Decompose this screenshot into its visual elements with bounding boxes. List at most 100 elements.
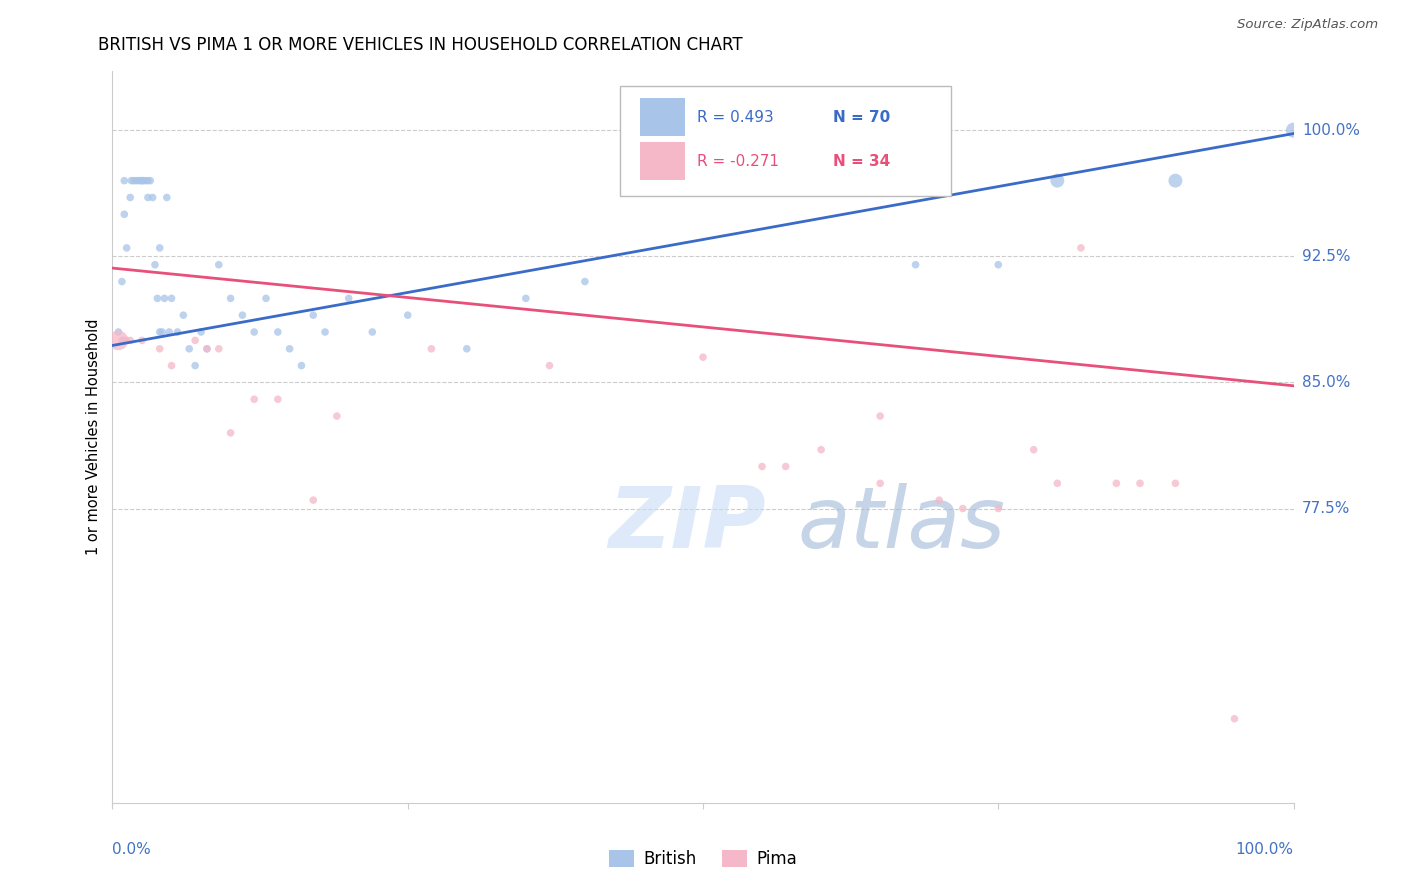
- Point: [775, 459, 797, 474]
- Point: [751, 174, 773, 188]
- Point: [143, 258, 166, 272]
- Point: [120, 334, 142, 348]
- Point: [153, 291, 176, 305]
- Point: [107, 325, 129, 339]
- Point: [149, 241, 172, 255]
- Point: [668, 174, 690, 188]
- FancyBboxPatch shape: [620, 86, 950, 195]
- Point: [142, 190, 165, 204]
- Point: [456, 342, 478, 356]
- Point: [166, 325, 188, 339]
- Point: [149, 342, 172, 356]
- Point: [692, 350, 714, 364]
- Point: [396, 308, 419, 322]
- Point: [120, 174, 142, 188]
- Text: atlas: atlas: [797, 483, 1005, 566]
- Bar: [640, 98, 685, 136]
- Point: [129, 174, 152, 188]
- Point: [146, 291, 169, 305]
- Point: [869, 174, 891, 188]
- Point: [184, 334, 207, 348]
- Point: [810, 442, 832, 457]
- Point: [278, 342, 301, 356]
- Point: [1046, 174, 1069, 188]
- Point: [810, 174, 832, 188]
- Point: [125, 174, 148, 188]
- Text: 92.5%: 92.5%: [1302, 249, 1350, 264]
- Point: [157, 325, 180, 339]
- Text: Source: ZipAtlas.com: Source: ZipAtlas.com: [1237, 18, 1378, 31]
- Point: [314, 325, 336, 339]
- Y-axis label: 1 or more Vehicles in Household: 1 or more Vehicles in Household: [86, 318, 101, 556]
- Point: [337, 291, 360, 305]
- Point: [928, 174, 950, 188]
- Point: [254, 291, 277, 305]
- Point: [184, 359, 207, 373]
- Point: [515, 291, 537, 305]
- Point: [740, 174, 762, 188]
- Point: [120, 190, 142, 204]
- Point: [179, 342, 201, 356]
- Point: [574, 275, 596, 289]
- Point: [633, 174, 655, 188]
- Point: [243, 392, 266, 407]
- Point: [987, 501, 1010, 516]
- Point: [219, 425, 242, 440]
- Point: [195, 342, 218, 356]
- Point: [267, 325, 290, 339]
- Point: [751, 174, 773, 188]
- Point: [326, 409, 349, 423]
- Text: BRITISH VS PIMA 1 OR MORE VEHICLES IN HOUSEHOLD CORRELATION CHART: BRITISH VS PIMA 1 OR MORE VEHICLES IN HO…: [98, 36, 742, 54]
- Point: [243, 325, 266, 339]
- Point: [716, 174, 738, 188]
- Point: [302, 308, 325, 322]
- Point: [751, 459, 773, 474]
- Point: [290, 359, 312, 373]
- Point: [208, 258, 231, 272]
- Text: 0.0%: 0.0%: [112, 842, 152, 856]
- Text: 100.0%: 100.0%: [1236, 842, 1294, 856]
- Text: 100.0%: 100.0%: [1302, 123, 1360, 137]
- Point: [112, 334, 135, 348]
- Point: [150, 325, 173, 339]
- Point: [136, 190, 159, 204]
- Point: [149, 325, 172, 339]
- Point: [127, 174, 149, 188]
- Point: [1129, 476, 1152, 491]
- Point: [135, 174, 157, 188]
- Text: ZIP: ZIP: [609, 483, 766, 566]
- Point: [132, 174, 155, 188]
- Text: R = 0.493: R = 0.493: [697, 110, 773, 125]
- Point: [160, 359, 183, 373]
- Point: [692, 174, 714, 188]
- Point: [172, 308, 194, 322]
- Point: [1046, 476, 1069, 491]
- Point: [139, 174, 162, 188]
- Point: [952, 501, 974, 516]
- Text: 85.0%: 85.0%: [1302, 375, 1350, 390]
- Point: [190, 325, 212, 339]
- Text: R = -0.271: R = -0.271: [697, 153, 779, 169]
- Point: [208, 342, 231, 356]
- Point: [112, 207, 135, 221]
- Point: [111, 275, 134, 289]
- Point: [904, 258, 927, 272]
- Point: [1105, 476, 1128, 491]
- Point: [131, 174, 153, 188]
- Point: [107, 334, 129, 348]
- Text: N = 70: N = 70: [832, 110, 890, 125]
- Point: [131, 334, 153, 348]
- Point: [267, 392, 290, 407]
- Point: [420, 342, 443, 356]
- Point: [1223, 712, 1246, 726]
- Point: [1164, 174, 1187, 188]
- Point: [195, 342, 218, 356]
- Point: [111, 334, 134, 348]
- Point: [156, 190, 179, 204]
- Point: [115, 241, 138, 255]
- Point: [869, 476, 891, 491]
- Point: [1164, 476, 1187, 491]
- Point: [869, 409, 891, 423]
- Point: [538, 359, 561, 373]
- Point: [160, 291, 183, 305]
